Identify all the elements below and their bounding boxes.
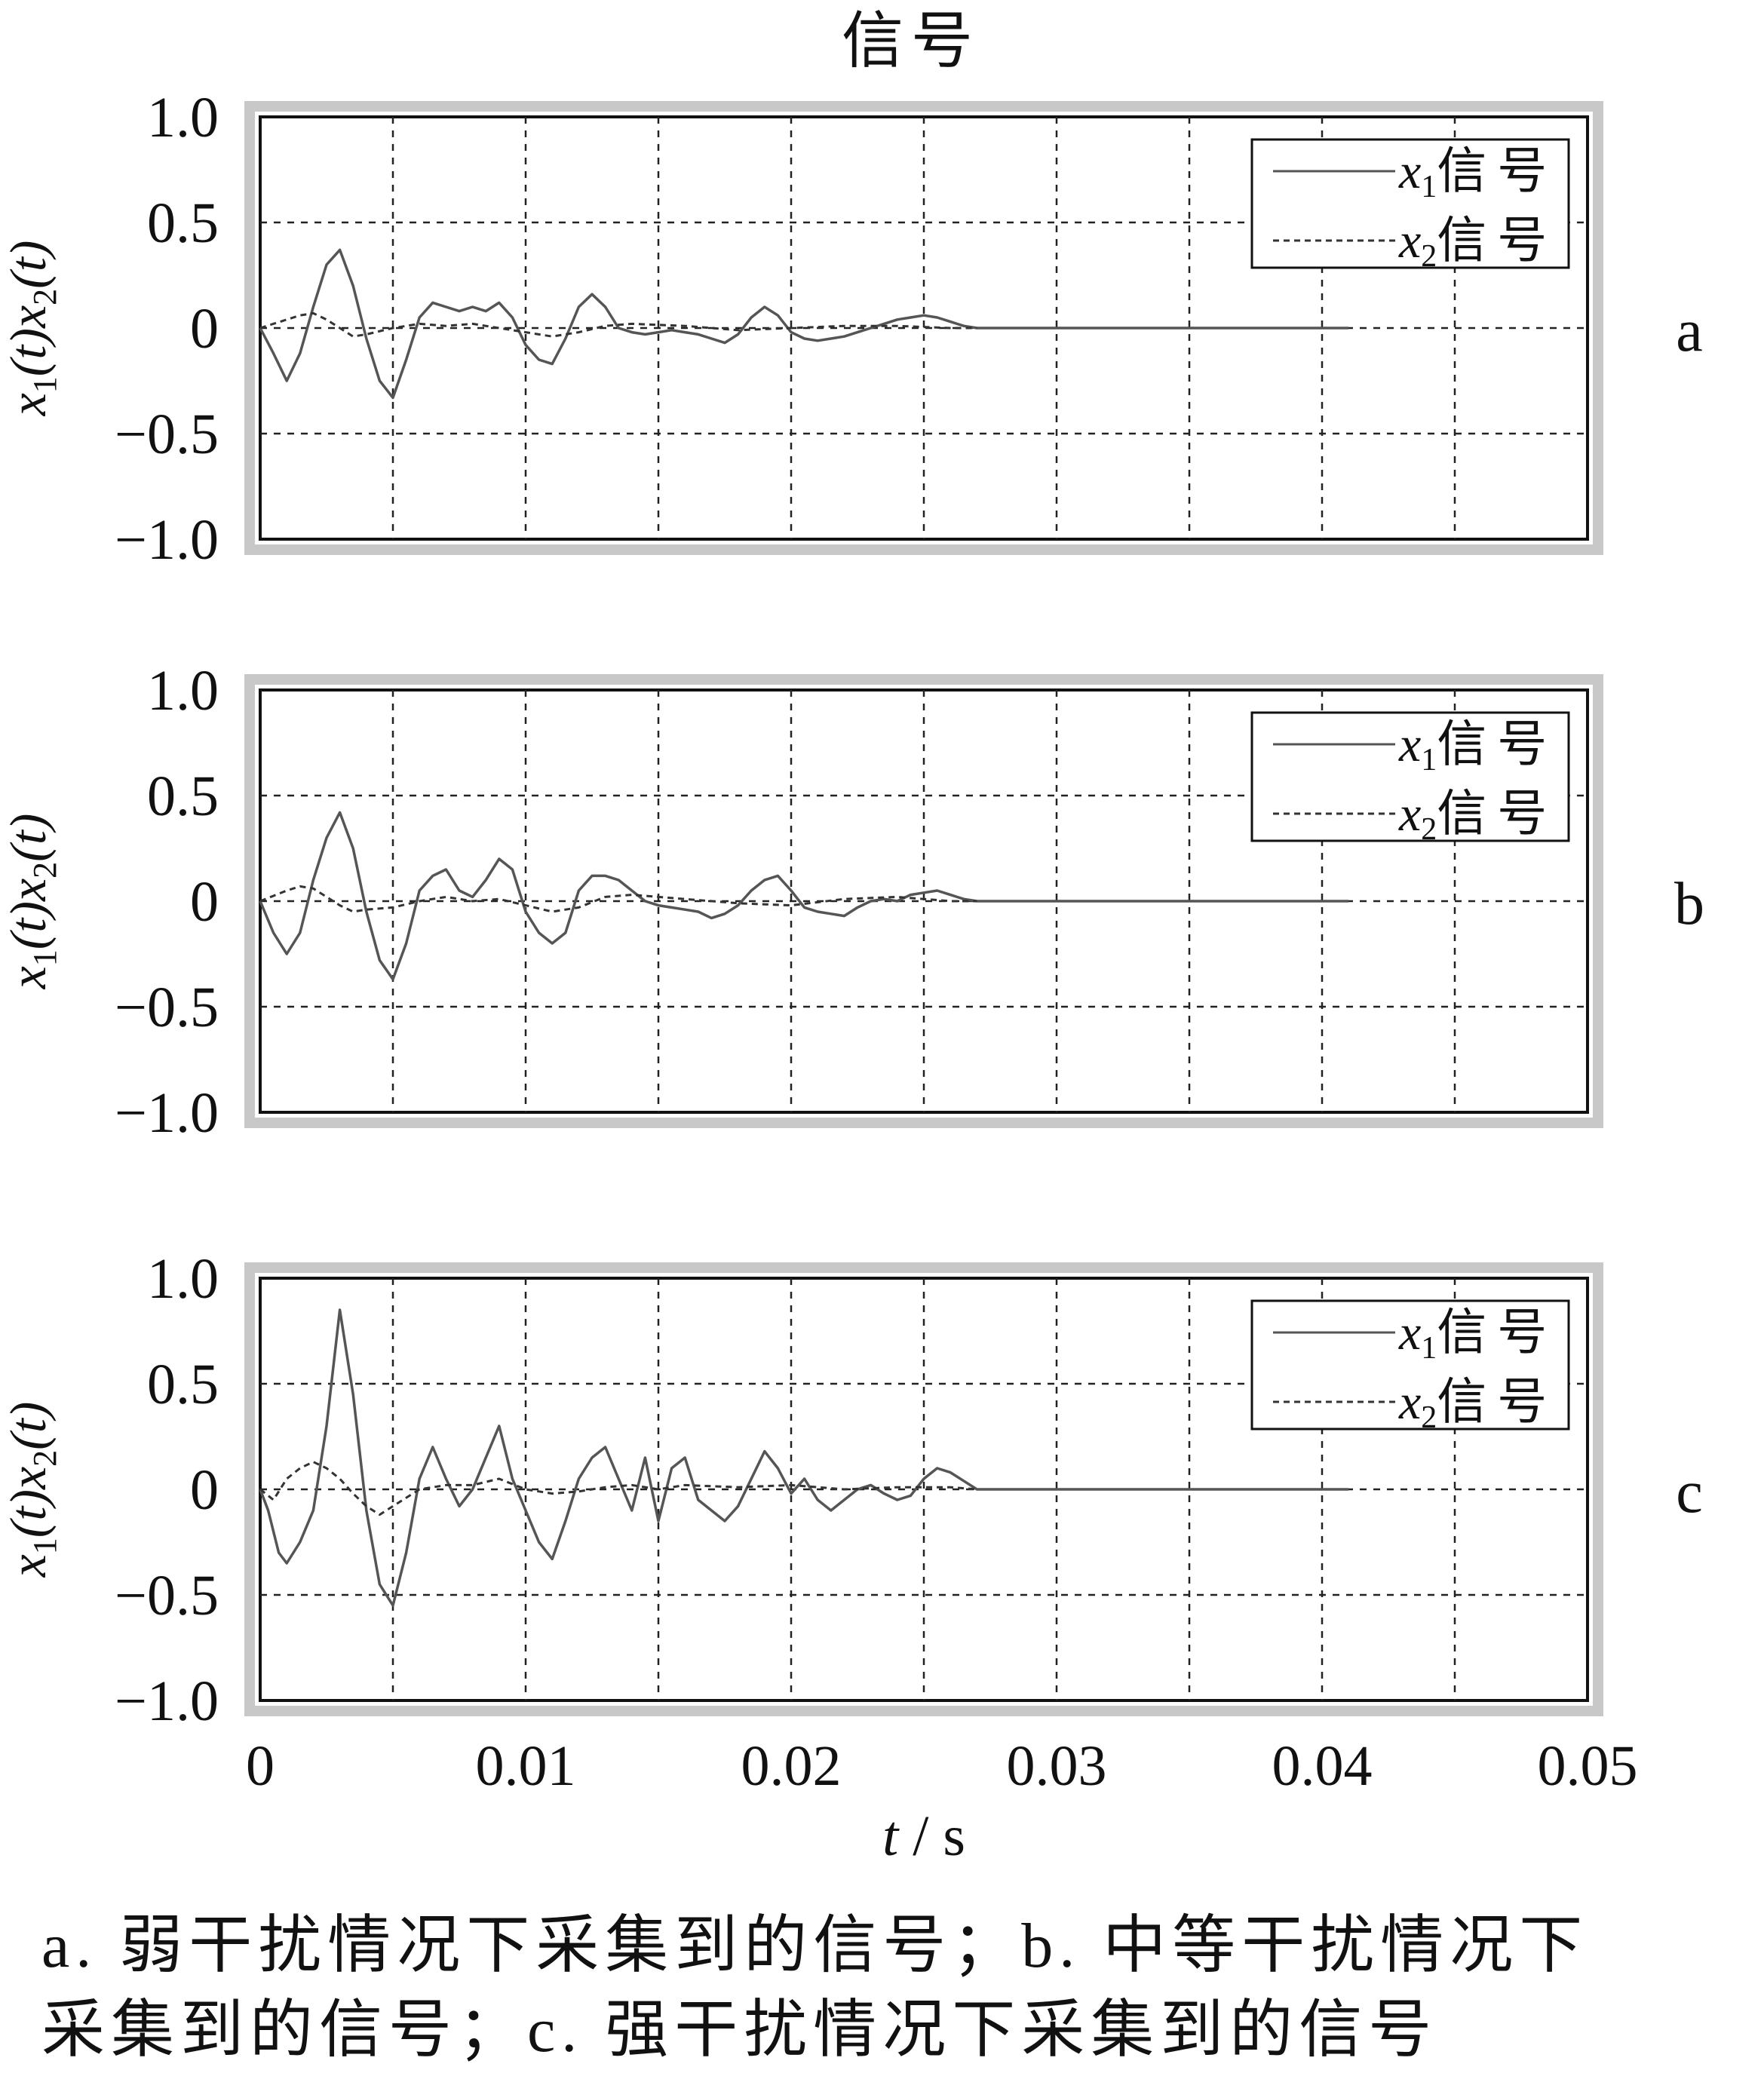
x-tick-label: 0.05 — [1538, 1734, 1638, 1798]
caption-line-2: 采集到的信号；c. 强干扰情况下采集到的信号 — [41, 1995, 1438, 2065]
shared-x-axis: 0 0.01 0.02 0.03 0.04 0.05 t / s — [246, 1734, 1638, 1868]
chart-panels: 1.0 0.5 0 −0.5 −1.0 x1(t)x2(t) x1信号 x2信号 a 1.0 0.5… — [0, 86, 1704, 1733]
legend: x1信号 x2信号 — [1250, 1299, 1570, 1435]
y-tick-label: −1.0 — [115, 508, 219, 572]
series-line-2 — [259, 311, 977, 338]
x-axis-label: t / s — [882, 1805, 965, 1868]
y-tick-label: −1.0 — [115, 1081, 219, 1145]
legend-box — [1250, 138, 1570, 269]
y-axis-label: x1(t)x2(t) — [0, 814, 63, 990]
y-tick-label: 0 — [190, 297, 219, 360]
y-tick-label: 0.5 — [147, 765, 219, 828]
chart-panel-b: 1.0 0.5 0 −0.5 −1.0 x1(t)x2(t) x1信号 x2信号 b — [0, 659, 1704, 1145]
panel-label-c: c — [1676, 1459, 1703, 1526]
plot-frame — [244, 101, 1603, 555]
series-line-1 — [259, 811, 1349, 981]
legend-label: x1信号 — [1398, 144, 1557, 204]
x-tick-label: 0.01 — [476, 1734, 576, 1798]
x-tick-label: 0.04 — [1272, 1734, 1373, 1798]
panel-label-a: a — [1676, 298, 1703, 364]
y-axis-label: x1(t)x2(t) — [0, 1402, 63, 1578]
legend-label: x1信号 — [1398, 717, 1557, 777]
plot-frame — [244, 1262, 1603, 1716]
figure-caption: a. 弱干扰情况下采集到的信号；b. 中等干扰情况下 采集到的信号；c. 强干扰… — [41, 1904, 1723, 2073]
y-axis-label: x1(t)x2(t) — [0, 241, 63, 417]
legend-label: x1信号 — [1398, 1305, 1557, 1366]
figure-title: 信号 — [842, 7, 980, 75]
y-tick-label: 1.0 — [147, 86, 219, 149]
y-tick-label: −0.5 — [115, 976, 219, 1039]
legend-label: x2信号 — [1398, 213, 1557, 274]
y-tick-label: −1.0 — [115, 1670, 219, 1733]
series-line-1 — [259, 248, 1349, 400]
legend-box — [1250, 1299, 1570, 1431]
x-tick-label: 0.02 — [741, 1734, 842, 1798]
x-tick-label: 0.03 — [1007, 1734, 1107, 1798]
y-tick-label: 0.5 — [147, 1353, 219, 1416]
chart-panel-a: 1.0 0.5 0 −0.5 −1.0 x1(t)x2(t) x1信号 x2信号 a — [0, 86, 1703, 572]
x-tick-label: 0 — [246, 1734, 275, 1798]
y-tick-label: 0 — [190, 1458, 219, 1522]
plot-frame — [244, 674, 1603, 1128]
y-tick-label: 1.0 — [147, 1247, 219, 1311]
y-tick-label: 0 — [190, 870, 219, 934]
chart-panel-c: 1.0 0.5 0 −0.5 −1.0 x1(t)x2(t) x1信号 x2信号 c — [0, 1247, 1703, 1733]
legend-box — [1250, 711, 1570, 842]
legend-label: x2信号 — [1398, 787, 1557, 847]
y-tick-label: −0.5 — [115, 403, 219, 466]
caption-line-1: a. 弱干扰情况下采集到的信号；b. 中等干扰情况下 — [41, 1911, 1589, 1981]
legend-label: x2信号 — [1398, 1375, 1557, 1435]
legend: x1信号 x2信号 — [1250, 711, 1570, 847]
y-tick-label: 1.0 — [147, 659, 219, 722]
series-line-1 — [259, 1308, 1349, 1607]
panel-label-b: b — [1674, 871, 1704, 937]
legend: x1信号 x2信号 — [1250, 138, 1570, 274]
y-tick-label: 0.5 — [147, 192, 219, 255]
y-tick-label: −0.5 — [115, 1564, 219, 1627]
